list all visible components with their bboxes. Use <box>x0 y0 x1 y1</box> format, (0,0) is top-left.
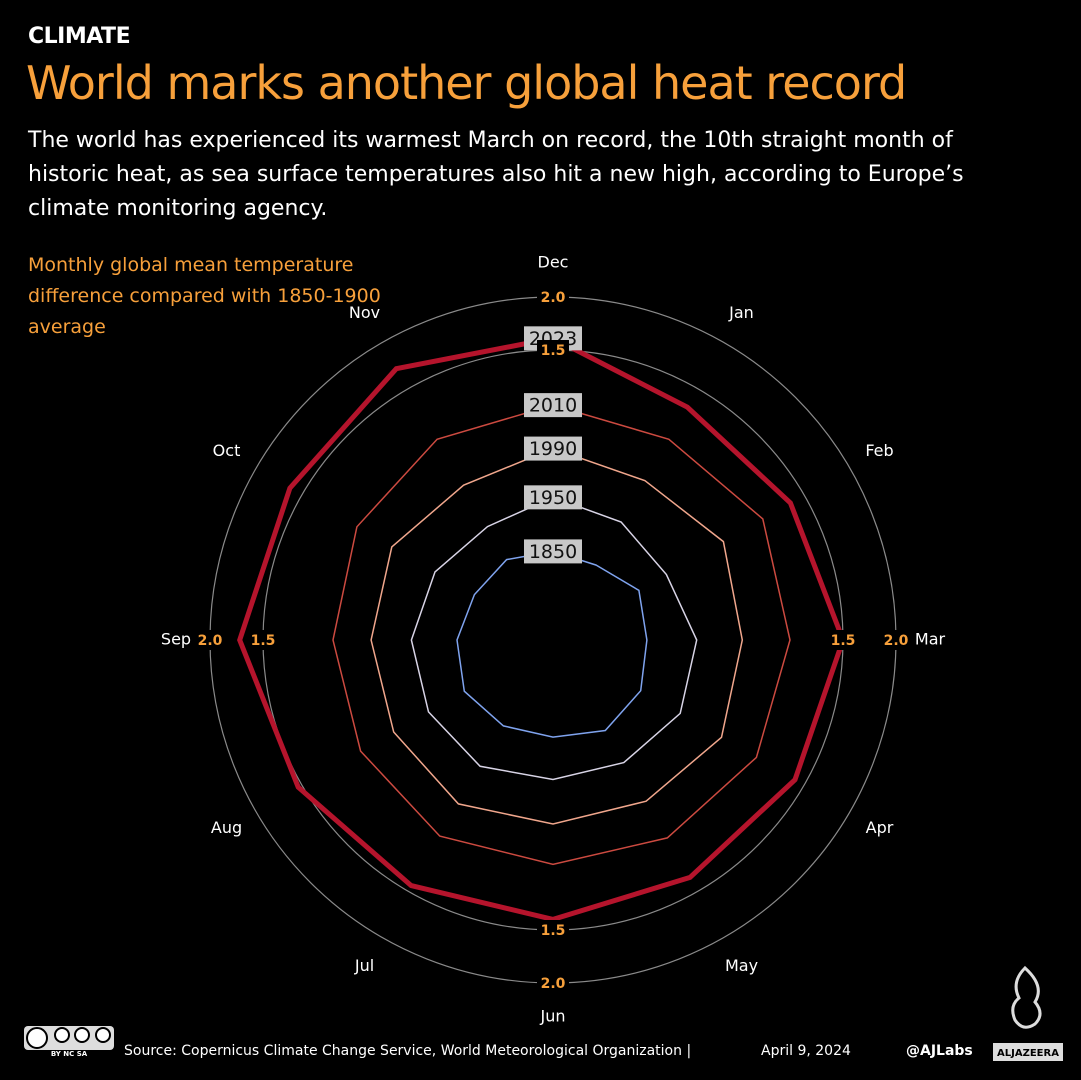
r-tick-label: 1.5 <box>541 923 566 939</box>
month-label: Nov <box>349 303 380 322</box>
series-line <box>237 335 846 922</box>
tick-label-bg <box>880 630 912 650</box>
axis-note: Monthly global mean temperature differen… <box>28 254 381 338</box>
month-label: Jan <box>728 303 754 322</box>
series-line <box>456 550 648 738</box>
license: BY NC SA <box>51 1050 88 1058</box>
cc-icon <box>24 1026 114 1050</box>
r-tick-label: 1.5 <box>831 633 856 649</box>
legend-label: 2010 <box>529 395 577 417</box>
year-label-box <box>524 539 582 564</box>
month-label: Jul <box>354 956 374 975</box>
month-label: Oct <box>213 441 241 460</box>
date: April 9, 2024 <box>761 1043 851 1059</box>
series-line <box>370 447 744 825</box>
year-label-box <box>524 393 582 418</box>
year-label-box <box>524 485 582 510</box>
month-label: May <box>725 956 758 975</box>
tick-label-bg <box>194 630 226 650</box>
logo-mark <box>993 965 1063 1061</box>
r-tick-label: 1.5 <box>251 633 276 649</box>
r-tick-label: 1.5 <box>541 343 566 359</box>
series-line <box>332 404 791 866</box>
legend-label: 1850 <box>529 541 577 563</box>
logo-text: ALJAZEERA <box>997 1048 1059 1059</box>
month-label: Aug <box>211 818 242 837</box>
month-label: Dec <box>538 253 569 272</box>
handle: @AJLabs <box>906 1043 973 1059</box>
legend-label: 1990 <box>529 438 577 460</box>
subtitle: The world has experienced its warmest Ma… <box>28 128 964 221</box>
month-label: Sep <box>161 630 191 649</box>
month-label: Mar <box>915 630 946 649</box>
month-label: Feb <box>865 441 893 460</box>
source: Source: Copernicus Climate Change Servic… <box>124 1043 692 1059</box>
title: World marks another global heat record <box>26 56 907 110</box>
r-tick-label: 2.0 <box>198 633 223 649</box>
series-line <box>410 496 698 781</box>
year-label-box <box>524 436 582 461</box>
r-tick-label: 2.0 <box>541 290 566 306</box>
kicker: CLIMATE <box>28 24 131 49</box>
tick-label-bg <box>247 630 279 650</box>
r-tick-label: 2.0 <box>884 633 909 649</box>
tick-label-bg <box>537 973 569 993</box>
month-label: Jun <box>540 1007 566 1026</box>
tick-label-bg <box>537 340 569 360</box>
tick-label-bg <box>537 287 569 307</box>
month-label: Apr <box>866 818 894 837</box>
tick-label-bg <box>827 630 859 650</box>
legend-label: 1950 <box>529 487 577 509</box>
tick-label-bg <box>537 920 569 940</box>
r-tick-label: 2.0 <box>541 976 566 992</box>
